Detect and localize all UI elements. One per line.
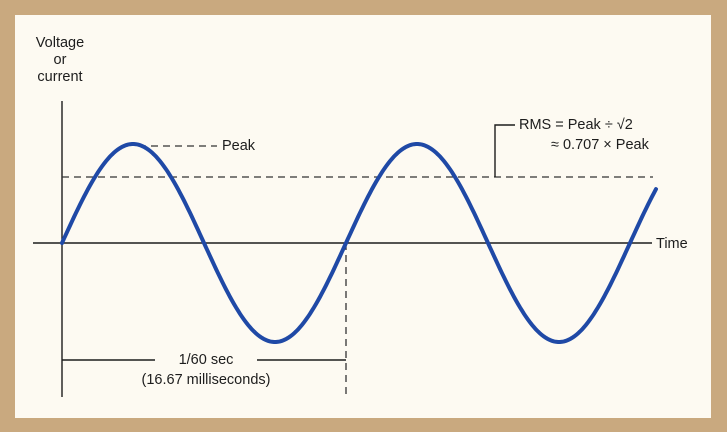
period-label-line2: (16.67 milliseconds) bbox=[142, 372, 271, 388]
x-axis-label: Time bbox=[656, 236, 688, 252]
rms-formula-line2: ≈ 0.707 × Peak bbox=[551, 137, 650, 153]
rms-bracket bbox=[494, 124, 515, 177]
rms-formula-line1: RMS = Peak ÷ √2 bbox=[519, 117, 633, 133]
y-axis-label-line2: or bbox=[54, 52, 67, 68]
y-axis-label-line1: Voltage bbox=[36, 35, 84, 51]
period-label-line1: 1/60 sec bbox=[179, 352, 234, 368]
peak-label: Peak bbox=[222, 138, 256, 154]
sine-wave-diagram: Voltage or current Time Peak RMS = Peak … bbox=[33, 35, 688, 397]
sine-wave-curve bbox=[60, 142, 658, 344]
diagram-panel: Voltage or current Time Peak RMS = Peak … bbox=[15, 15, 711, 418]
y-axis-label-line3: current bbox=[37, 69, 82, 85]
